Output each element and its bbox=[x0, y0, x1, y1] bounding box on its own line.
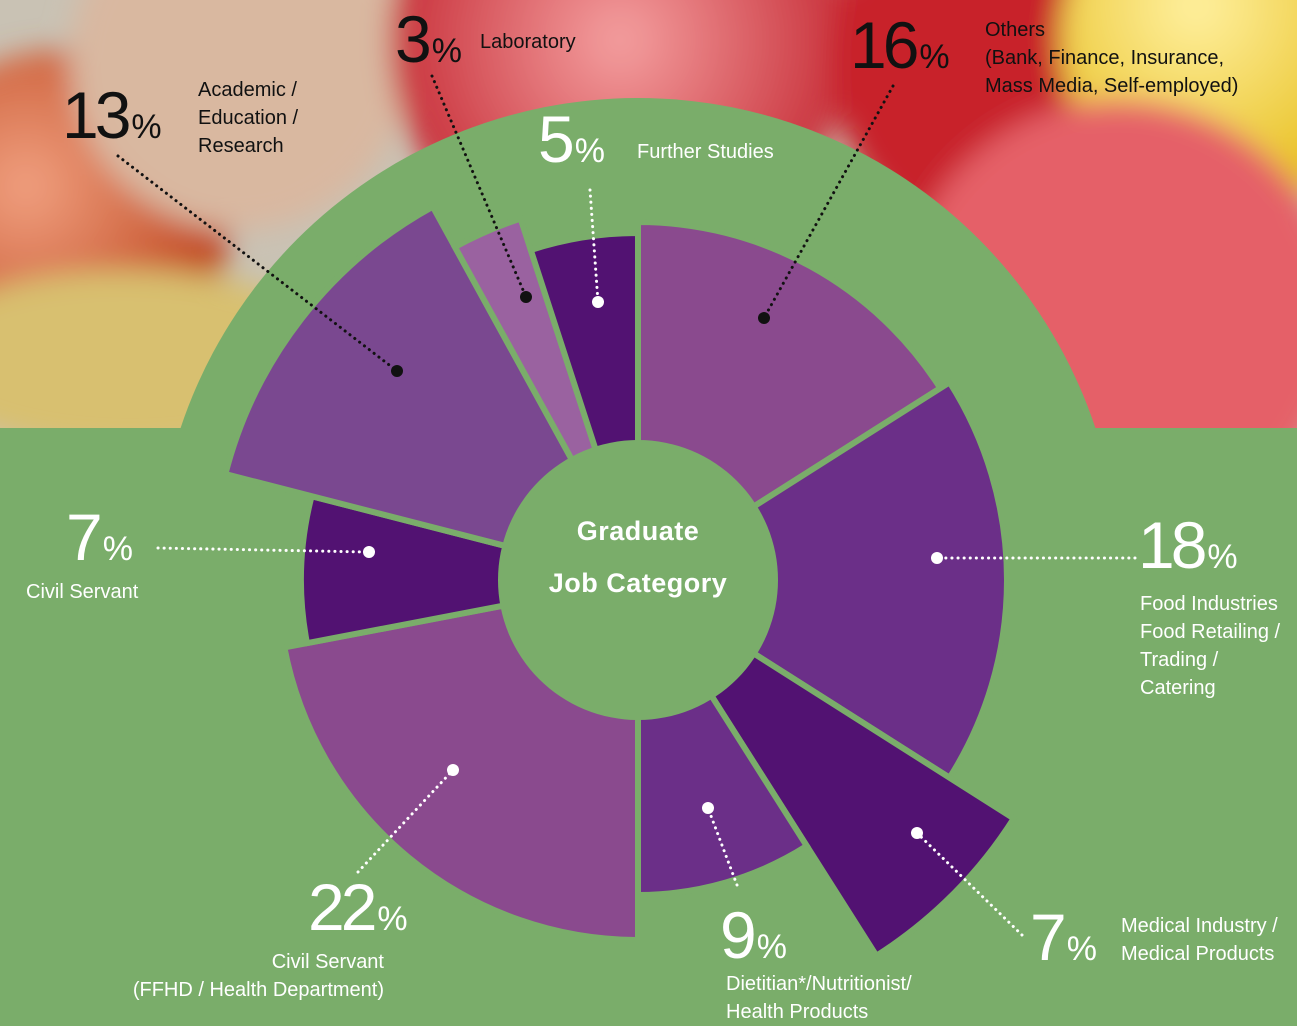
value-label: 3% bbox=[395, 6, 462, 72]
leader-dot bbox=[520, 291, 532, 303]
leader-dot bbox=[931, 552, 943, 564]
value-number: 9 bbox=[720, 898, 753, 972]
leader-dot bbox=[391, 365, 403, 377]
value-number: 5 bbox=[538, 102, 571, 176]
value-unit: % bbox=[757, 928, 787, 966]
value-unit: % bbox=[575, 132, 605, 170]
value-label: 16% bbox=[850, 12, 950, 78]
value-label: 7% bbox=[66, 504, 133, 570]
value-number: 7 bbox=[66, 500, 99, 574]
value-label: 22% bbox=[308, 874, 408, 940]
leader-dot bbox=[447, 764, 459, 776]
leader-dot bbox=[363, 546, 375, 558]
page: {"chart_data": {"type": "polar-pie", "ti… bbox=[0, 0, 1297, 1007]
value-number: 16 bbox=[850, 8, 915, 82]
category-label: Laboratory bbox=[480, 28, 576, 56]
value-label: 9% bbox=[720, 902, 787, 968]
category-label: Medical Industry / Medical Products bbox=[1121, 912, 1278, 968]
value-number: 13 bbox=[62, 78, 127, 152]
value-number: 22 bbox=[308, 870, 373, 944]
value-label: 18% bbox=[1138, 512, 1238, 578]
leader-dot bbox=[592, 296, 604, 308]
value-label: 7% bbox=[1030, 904, 1097, 970]
chart-title: Graduate Job Category bbox=[498, 505, 778, 609]
value-unit: % bbox=[432, 32, 462, 70]
value-unit: % bbox=[131, 108, 161, 146]
category-label: Others (Bank, Finance, Insurance, Mass M… bbox=[985, 16, 1238, 100]
leader-dot bbox=[758, 312, 770, 324]
leader-dot bbox=[702, 802, 714, 814]
category-label: Further Studies bbox=[637, 138, 774, 166]
category-label: Dietitian*/Nutritionist/ Health Products bbox=[726, 970, 912, 1026]
value-unit: % bbox=[377, 900, 407, 938]
category-label: Academic / Education / Research bbox=[198, 76, 298, 160]
value-unit: % bbox=[1067, 930, 1097, 968]
category-label: Food Industries Food Retailing / Trading… bbox=[1140, 590, 1280, 702]
value-unit: % bbox=[919, 38, 949, 76]
value-label: 5% bbox=[538, 106, 605, 172]
leader-dot bbox=[911, 827, 923, 839]
value-number: 7 bbox=[1030, 900, 1063, 974]
value-number: 18 bbox=[1138, 508, 1203, 582]
category-label: Civil Servant (FFHD / Health Department) bbox=[110, 948, 384, 1004]
value-label: 13% bbox=[62, 82, 162, 148]
value-number: 3 bbox=[395, 2, 428, 76]
value-unit: % bbox=[1207, 538, 1237, 576]
category-label: Civil Servant bbox=[26, 578, 138, 606]
value-unit: % bbox=[103, 530, 133, 568]
